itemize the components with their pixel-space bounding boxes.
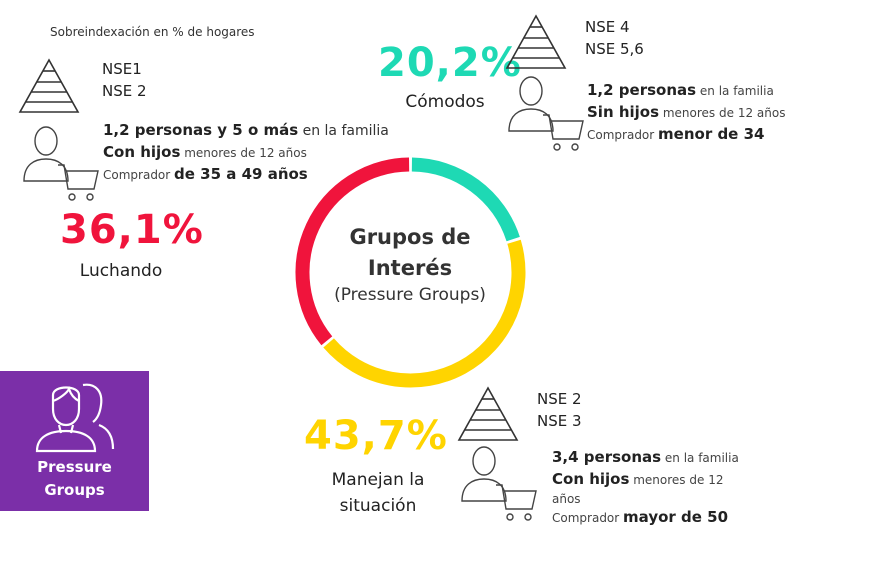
badge-label-line2: Groups <box>44 481 105 499</box>
shopper-icon <box>23 126 99 201</box>
manejan-label-line1: Manejan la <box>331 470 425 490</box>
manejan-children-rest: menores de 12 <box>629 473 724 487</box>
chart-subtitle: (Pressure Groups) <box>334 285 486 305</box>
luchando-label: Luchando <box>79 261 163 281</box>
luchando-nse2: NSE 2 <box>102 82 147 100</box>
comodos-children-rest: menores de 12 años <box>659 106 786 120</box>
manejan-household-rest: en la familia <box>661 451 739 465</box>
manejan-detail-children: Con hijos menores de 12 <box>552 469 772 491</box>
comodos-household-rest: en la familia <box>696 84 774 98</box>
manejan-children-rest2: años <box>552 492 581 506</box>
manejan-detail-household: 3,4 personas en la familia <box>552 447 772 469</box>
chart-note: Sobreindexación en % de hogares <box>50 25 255 39</box>
pyramid-icon <box>505 14 567 69</box>
comodos-household-bold: 1,2 personas <box>587 81 697 99</box>
luchando-nse1: NSE1 <box>102 60 142 78</box>
comodos-nse2: NSE 5,6 <box>585 40 644 58</box>
comodos-percentage: 20,2% <box>378 40 522 86</box>
luchando-buyer-bold: de 35 a 49 años <box>174 165 308 183</box>
luchando-household-bold: 1,2 personas y 5 o más <box>103 121 299 139</box>
comodos-details: 1,2 personas en la familia Sin hijos men… <box>587 80 867 146</box>
comodos-children-bold: Sin hijos <box>587 103 660 121</box>
luchando-household-rest: en la familia <box>298 123 389 139</box>
chart-title-line1: Grupos de <box>349 225 471 249</box>
luchando-buyer-pre: Comprador <box>103 168 175 182</box>
manejan-children-bold: Con hijos <box>552 470 630 488</box>
luchando-details: 1,2 personas y 5 o más en la familia Con… <box>103 120 403 186</box>
manejan-percentage: 43,7% <box>304 413 448 459</box>
manejan-detail-buyer: Comprador mayor de 50 <box>552 507 772 529</box>
shopper-icon <box>461 446 537 521</box>
manejan-buyer-bold: mayor de 50 <box>623 508 729 526</box>
donut-segment-3 <box>295 157 410 346</box>
comodos-detail-children: Sin hijos menores de 12 años <box>587 102 867 124</box>
comodos-nse: NSE 4 NSE 5,6 <box>585 16 644 60</box>
comodos-detail-buyer: Comprador menor de 34 <box>587 124 867 146</box>
pyramid-icon <box>457 386 519 441</box>
chart-title-line2: Interés <box>367 256 453 280</box>
comodos-buyer-pre: Comprador <box>587 128 659 142</box>
donut-segment-1 <box>411 157 520 242</box>
luchando-children-bold: Con hijos <box>103 143 181 161</box>
manejan-nse: NSE 2 NSE 3 <box>537 388 582 432</box>
luchando-nse: NSE1 NSE 2 <box>102 58 147 102</box>
manejan-label: Manejan la situación <box>308 467 448 519</box>
luchando-detail-children: Con hijos menores de 12 años <box>103 142 403 164</box>
badge-label-line1: Pressure <box>37 458 112 476</box>
luchando-children-rest: menores de 12 años <box>180 146 307 160</box>
comodos-label: Cómodos <box>405 92 485 112</box>
luchando-detail-buyer: Comprador de 35 a 49 años <box>103 164 403 186</box>
manejan-details: 3,4 personas en la familia Con hijos men… <box>552 447 772 529</box>
donut-chart <box>295 157 526 388</box>
manejan-label-line2: situación <box>339 496 417 516</box>
luchando-percentage: 36,1% <box>60 207 204 253</box>
shopper-icon <box>508 76 584 151</box>
pressure-groups-badge: Pressure Groups <box>0 371 149 511</box>
manejan-nse2: NSE 3 <box>537 412 582 430</box>
comodos-detail-household: 1,2 personas en la familia <box>587 80 867 102</box>
comodos-nse1: NSE 4 <box>585 18 630 36</box>
manejan-nse1: NSE 2 <box>537 390 582 408</box>
luchando-detail-household: 1,2 personas y 5 o más en la familia <box>103 120 403 142</box>
comodos-buyer-bold: menor de 34 <box>658 125 765 143</box>
badge-label: Pressure Groups <box>0 456 149 502</box>
chart-title: Grupos de Interés <box>310 222 510 284</box>
manejan-buyer-pre: Comprador <box>552 511 624 525</box>
manejan-household-bold: 3,4 personas <box>552 448 662 466</box>
donut-segment-2 <box>323 239 526 388</box>
people-icon <box>35 383 115 453</box>
donut-segments <box>295 157 526 388</box>
pyramid-icon <box>18 58 80 113</box>
